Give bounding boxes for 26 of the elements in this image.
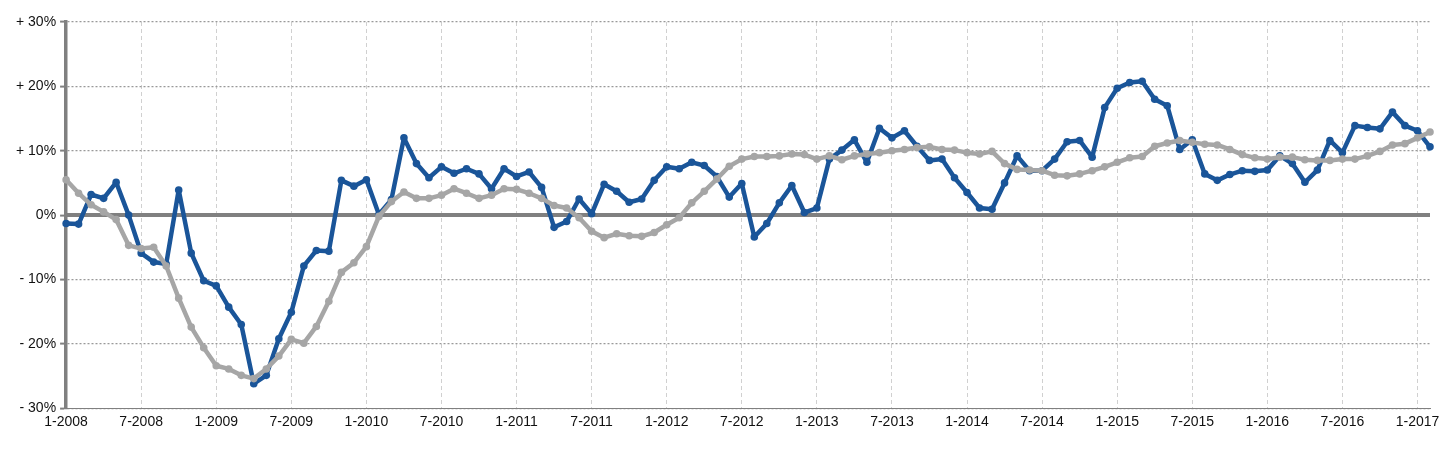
x-tick-label: 1-2017 [1395, 413, 1440, 430]
x-tick-label: 7-2011 [570, 413, 614, 430]
x-tick-label: 7-2010 [419, 413, 464, 430]
x-tick-label: 7-2008 [119, 413, 164, 430]
x-tick-label: 7-2009 [269, 413, 314, 430]
y-tick-label: + 30% [15, 12, 57, 29]
x-tick-label: 1-2016 [1245, 413, 1290, 430]
y-tick-label: - 10% [19, 270, 57, 287]
x-tick-label: 7-2013 [870, 413, 914, 430]
y-tick-label: - 20% [19, 334, 57, 351]
x-tick-label: 1-2011 [495, 413, 539, 430]
x-tick-label: 7-2016 [1320, 413, 1365, 430]
x-tick-label: 1-2012 [644, 413, 689, 430]
y-tick-label: 0% [35, 205, 57, 222]
x-tick-label: 1-2008 [44, 413, 89, 430]
x-tick-label: 1-2009 [194, 413, 239, 430]
x-tick-label: 1-2013 [795, 413, 839, 430]
y-tick-label: + 10% [15, 141, 57, 158]
y-tick-label: - 30% [19, 399, 57, 416]
x-tick-label: 1-2015 [1095, 413, 1140, 430]
x-tick-label: 7-2015 [1170, 413, 1215, 430]
y-tick-label: + 20% [15, 77, 57, 94]
x-tick-label: 1-2010 [344, 413, 389, 430]
x-tick-label: 7-2014 [1020, 413, 1065, 430]
x-tick-label: 1-2014 [945, 413, 990, 430]
x-tick-label: 7-2012 [719, 413, 764, 430]
